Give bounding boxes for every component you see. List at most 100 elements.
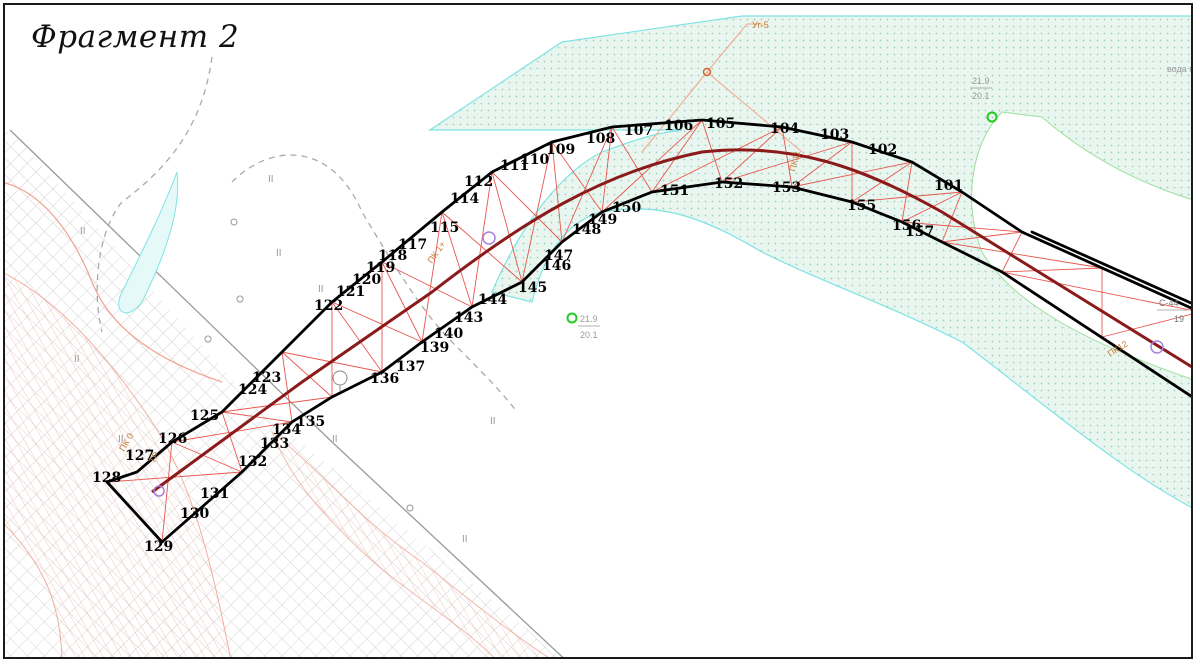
map-frame: Уг-5 вода г 21.9 20.1 21.9 20.1 С-44 19 … [3,3,1193,659]
point-label-124: 124 [238,382,267,398]
grid-diagonal-line [521,141,553,283]
label-pk-left: ПК 1+ [425,239,447,265]
boundary-lines [105,118,1191,544]
label-pk-start-sub: ТР [147,450,161,465]
point-label-110: 110 [520,152,549,168]
grid-diagonal-line [781,126,793,188]
grid-diagonal-line [721,141,853,183]
grid-diagonal-line [851,191,963,203]
fragment-title: Фрагмент 2 [31,19,240,55]
point-label-123: 123 [252,370,281,386]
contour-mark: II [332,434,338,445]
contour-mark: II [74,354,80,365]
point-label-121: 121 [336,284,365,300]
water-zone-inner [971,111,1191,380]
map-canvas: Уг-5 вода г 21.9 20.1 21.9 20.1 С-44 19 … [5,15,1191,657]
map-symbol-violet-3 [153,485,165,497]
grid-diagonal-line [611,126,653,193]
point-label-157: 157 [905,224,934,240]
grid-cross-line [221,411,293,423]
grid-diagonal-line [491,171,563,243]
label-c44: С-44 [1159,298,1179,308]
point-label-108: 108 [586,131,615,147]
point-label-103: 103 [820,127,849,143]
point-label-132: 132 [238,454,267,470]
map-symbol-violet-1 [482,231,496,245]
grid-cross-line [1101,313,1191,338]
green-point-top [986,111,998,123]
point-label-104: 104 [770,121,799,137]
green-point-bottom [566,312,578,324]
slope-texture [5,273,231,657]
guide-line-yg5-b [706,71,803,153]
point-label-101: 101 [934,178,963,194]
point-label-133: 133 [260,436,289,452]
grid-diagonal-line [1001,271,1191,311]
grid-cross-line [381,261,423,343]
map-symbol-violet-2 [1150,340,1164,354]
tree-symbol [332,370,348,391]
grid-diagonal-line [221,396,333,413]
contour-dashed-1 [96,56,213,333]
terrain-edge-lower [331,441,564,657]
grid-diagonal-line [381,261,473,308]
water-channel [118,171,179,314]
point-label-135: 135 [296,414,325,430]
elev-bottom-den: 20.1 [580,330,598,340]
pipeline-axis [151,148,1191,494]
point-label-127: 127 [125,448,154,464]
grid-diagonal-line [651,126,783,193]
grid-cross-line [331,301,383,373]
grid-cross-line [281,351,333,398]
point-label-125: 125 [190,408,219,424]
point-label-140: 140 [434,326,463,342]
slope-texture-2 [270,430,549,657]
elev-bottom-num: 21.9 [580,314,598,324]
point-label-118: 118 [378,248,407,264]
terrain-edge-upper [9,129,333,443]
point-label-131: 131 [200,486,229,502]
label-yg5: Уг-5 [752,20,769,30]
contour-mark: II [462,534,468,545]
point-label-130: 130 [180,506,209,522]
map-symbol-circle-2 [236,295,244,303]
grid-diagonal-line [331,301,423,343]
elev-top-num: 21.9 [972,76,990,86]
grid-cross-line [721,126,783,183]
point-label-112: 112 [464,174,493,190]
grid-diagonal-line [471,171,493,308]
grid-diagonal-line [161,441,173,543]
slope-outline [5,182,223,383]
map-symbol-circle-4 [406,504,414,512]
contour-mark: II [118,434,124,445]
point-label-114: 114 [450,191,479,207]
grid-diagonal-line [941,241,1103,269]
boundary-right-top [1030,230,1191,305]
contour-dashed-2 [231,154,518,413]
grid-cross-line [551,141,563,243]
grid-diagonal-line [421,211,443,343]
point-label-109: 109 [546,142,575,158]
point-label-152: 152 [714,176,743,192]
point-label-122: 122 [314,298,343,314]
grid-diagonal-line [221,411,243,473]
point-label-145: 145 [518,280,547,296]
point-label-111: 111 [500,158,529,174]
grid-diagonal-line [441,211,523,283]
grid-cross-line [1001,267,1103,273]
grid-cross-line [171,441,243,473]
yg5-marker [702,67,712,77]
grid-diagonal-line [281,351,293,423]
point-label-156: 156 [892,218,921,234]
grid-diagonal-line [901,221,1023,233]
point-label-129: 129 [144,539,173,555]
grid-cross-line [491,171,523,283]
contour-mark: II [490,416,496,427]
point-label-115: 115 [430,220,459,236]
grid-diagonal-line [551,141,603,213]
contour-mark: II [80,226,86,237]
point-label-137: 137 [396,359,425,375]
grid-cross-line [791,141,853,188]
point-label-136: 136 [370,371,399,387]
